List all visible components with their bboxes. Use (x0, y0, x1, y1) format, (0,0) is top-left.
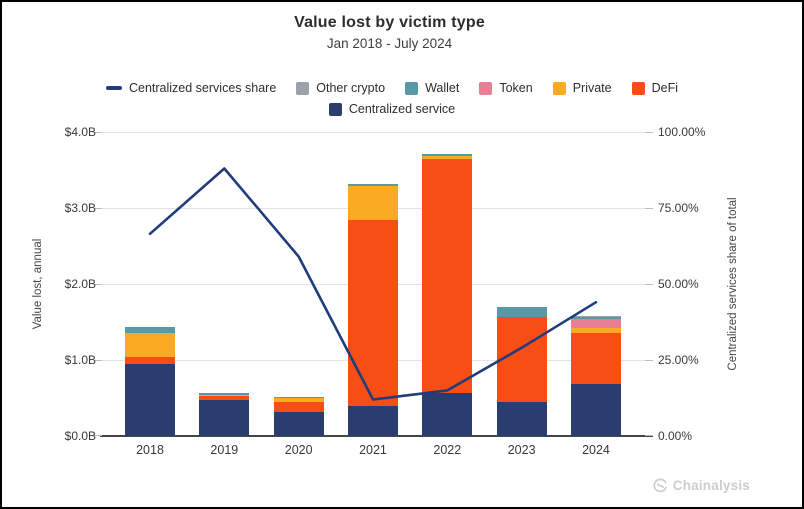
legend-item-private[interactable]: Private (552, 81, 612, 95)
axis-tick-right (645, 435, 653, 436)
legend-swatch-other-crypto (296, 81, 310, 95)
bar-segment-private-2018[interactable] (125, 333, 175, 357)
bar-segment-wallet-2022[interactable] (422, 154, 473, 157)
bar-segment-token-2024[interactable] (570, 318, 621, 329)
bar-segment-defi-2020[interactable] (273, 401, 324, 412)
legend-label-other-crypto: Other crypto (316, 81, 386, 95)
bar-2021[interactable] (347, 132, 398, 436)
chainalysis-logo: Chainalysis (653, 478, 750, 493)
axis-tick-right (645, 208, 653, 209)
legend-swatch-wallet (405, 81, 419, 95)
bar-segment-defi-2024[interactable] (570, 333, 621, 385)
bar-segment-centralized-service-2020[interactable] (273, 411, 324, 436)
left-axis-tick-label: $4.0B (64, 125, 96, 139)
left-axis-title: Value lost, annual (32, 238, 44, 330)
bar-2022[interactable] (422, 132, 473, 436)
legend-label-centralized-service: Centralized service (348, 102, 456, 116)
right-axis-tick-label: 75.00% (658, 201, 699, 215)
right-axis-tick-label: 50.00% (658, 277, 699, 291)
left-axis-tick-label: $3.0B (64, 201, 96, 215)
right-axis-tick-label: 25.00% (658, 353, 699, 367)
legend-label-private: Private (572, 81, 612, 95)
bar-2018[interactable] (125, 132, 175, 436)
bar-segment-centralized-service-2021[interactable] (347, 405, 398, 436)
x-tick-label-2021: 2021 (359, 443, 387, 457)
bar-2023[interactable] (496, 132, 547, 436)
share-line-svg (148, 167, 598, 401)
bar-segment-wallet-2018[interactable] (125, 327, 175, 334)
legend-item-centralized-service[interactable]: Centralized service (328, 102, 456, 116)
axis-tick-left (94, 132, 102, 133)
bar-segment-private-2024[interactable] (570, 328, 621, 334)
bar-segment-centralized-service-2018[interactable] (125, 363, 175, 436)
plot-area (94, 132, 653, 437)
legend-item-wallet[interactable]: Wallet (405, 81, 459, 95)
axis-tick-right (645, 284, 653, 285)
x-tick-label-2024: 2024 (582, 443, 610, 457)
legend-label-defi: DeFi (651, 81, 678, 95)
gridline (102, 132, 645, 133)
bar-segment-wallet-2024[interactable] (570, 317, 621, 319)
bar-segment-wallet-2019[interactable] (199, 393, 250, 395)
bar-segment-defi-2021[interactable] (347, 220, 398, 406)
bar-segment-private-2020[interactable] (273, 398, 324, 402)
bar-2024[interactable] (570, 132, 621, 436)
x-tick-label-2020: 2020 (284, 443, 313, 457)
legend-item-defi[interactable]: DeFi (631, 81, 678, 95)
axis-tick-right (645, 132, 653, 133)
x-tick-label-2023: 2023 (507, 443, 536, 457)
x-axis-line (100, 435, 653, 437)
right-axis-tick-label: 0.00% (658, 429, 693, 443)
bar-segment-centralized-service-2023[interactable] (496, 401, 547, 436)
legend-label-wallet: Wallet (425, 81, 460, 95)
bar-segment-wallet-2020[interactable] (273, 397, 324, 398)
chainalysis-logo-icon (653, 478, 667, 493)
x-tick-label-2018: 2018 (136, 443, 164, 457)
legend-row-1: Centralized services share Other crypto Wa… (2, 81, 782, 95)
chart-title: Value lost by victim type (294, 14, 485, 31)
legend-swatch-centralized-service (328, 102, 342, 116)
chart-subtitle: Jan 2018 - July 2024 (326, 36, 453, 51)
legend-item-token[interactable]: Token (479, 81, 533, 95)
legend-swatch-centralized-services-share (105, 86, 122, 90)
legend-item-other-crypto[interactable]: Other crypto (296, 81, 385, 95)
left-axis-tick-label: $1.0B (64, 353, 96, 367)
bar-segment-centralized-service-2024[interactable] (570, 384, 621, 436)
legend-label-centralized-services-share: Centralized services share (128, 81, 277, 95)
axis-tick-left (94, 208, 102, 209)
right-axis-tick-label: 100.00% (658, 125, 706, 139)
chainalysis-logo-text: Chainalysis (672, 478, 750, 493)
bar-segment-defi-2018[interactable] (125, 356, 175, 364)
axis-tick-right (645, 360, 653, 361)
bar-segment-centralized-service-2019[interactable] (199, 400, 250, 436)
bar-segment-other-crypto-2024[interactable] (570, 315, 621, 318)
bar-segment-wallet-2021[interactable] (347, 183, 398, 186)
bar-segment-wallet-2023[interactable] (496, 306, 547, 317)
bar-segment-private-2021[interactable] (347, 185, 398, 221)
left-axis-tick-label: $0.0B (64, 429, 96, 443)
bar-2019[interactable] (199, 132, 250, 436)
axis-tick-left (94, 284, 102, 285)
bar-segment-defi-2019[interactable] (199, 396, 250, 401)
legend-item-centralized-services-share[interactable]: Centralized services share (105, 81, 277, 95)
bar-segment-defi-2022[interactable] (422, 158, 473, 394)
x-tick-label-2022: 2022 (433, 443, 462, 457)
bar-2020[interactable] (273, 132, 324, 436)
bar-segment-centralized-service-2022[interactable] (422, 393, 473, 436)
legend-swatch-token (479, 81, 493, 95)
left-axis-tick-label: $2.0B (64, 277, 96, 291)
legend-swatch-defi (631, 81, 645, 95)
legend-label-token: Token (499, 81, 533, 95)
bar-segment-private-2022[interactable] (422, 156, 473, 159)
legend-row-2: Centralized service (2, 102, 782, 116)
axis-tick-left (94, 435, 102, 436)
bar-segment-defi-2023[interactable] (496, 316, 547, 402)
bar-segment-private-2019[interactable] (199, 394, 250, 397)
legend-swatch-private (552, 81, 566, 95)
x-tick-label-2019: 2019 (210, 443, 239, 457)
centralized-services-share-line (148, 167, 598, 401)
axis-tick-left (94, 360, 102, 361)
right-axis-title: Centralized services share of total (727, 197, 739, 371)
